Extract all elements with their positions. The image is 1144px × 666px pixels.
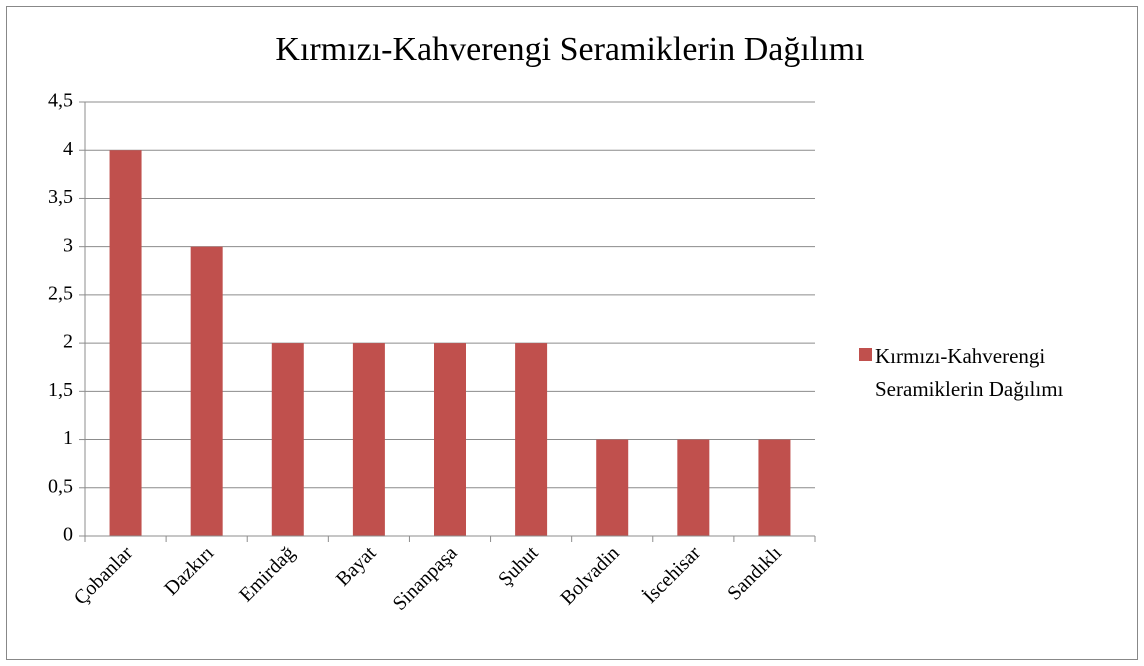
y-tick-label: 3,5 [48,186,73,208]
y-tick-label: 2,5 [48,282,73,304]
chart-title: Kırmızı-Kahverengi Seramiklerin Dağılımı [275,31,864,68]
bar [190,246,223,536]
bar [434,343,466,536]
bar [109,150,142,536]
y-tick-label: 4 [63,138,73,160]
bar [758,439,791,536]
legend-swatch [859,348,872,361]
chart-border [6,6,1138,660]
y-tick-label: 1 [63,427,73,449]
bar [677,439,710,536]
y-tick-label: 4,5 [48,90,73,112]
bar [352,343,385,536]
y-tick-label: 0 [63,524,73,546]
y-tick-label: 1,5 [48,379,73,401]
bar [596,439,629,536]
legend-label: Kırmızı-Kahverengi Seramiklerin Dağılımı [875,344,1064,401]
y-tick-label: 2 [63,331,73,353]
y-tick-label: 3 [63,234,73,256]
bar [515,343,548,536]
bar [271,343,304,536]
y-tick-label: 0,5 [48,475,73,497]
